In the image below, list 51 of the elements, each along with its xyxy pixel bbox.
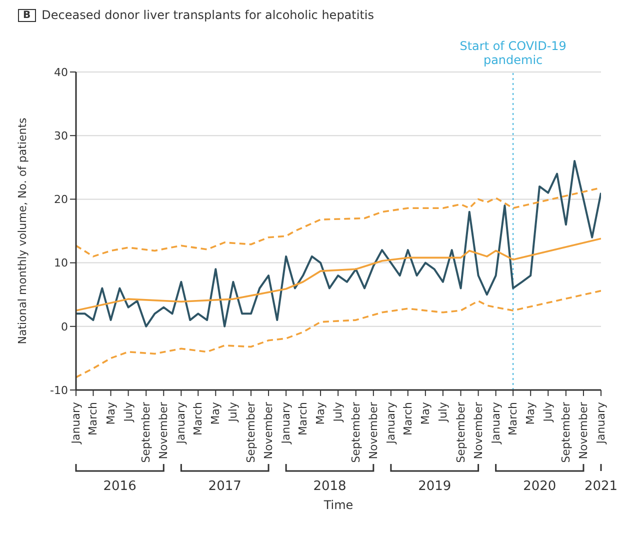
x-axis-title: Time xyxy=(322,498,354,512)
x-tick-label: July xyxy=(542,402,555,423)
x-tick-label: January xyxy=(489,402,502,445)
x-tick-label: January xyxy=(174,402,188,445)
x-tick-label: September xyxy=(454,402,468,463)
x-tick-label: May xyxy=(104,402,118,425)
y-tick-label: 40 xyxy=(54,66,68,79)
text: 2018 xyxy=(313,479,346,494)
x-tick-label: September xyxy=(559,402,572,463)
x-tick-label: March xyxy=(86,402,100,436)
ref-line-label: Start of COVID-19 pandemic xyxy=(460,39,566,67)
x-tick-label: July xyxy=(332,402,345,423)
x-tick-label: November xyxy=(157,402,170,460)
text: 2021 xyxy=(584,479,618,494)
chart-title: Deceased donor liver transplants for alcoholic hepatitis xyxy=(42,8,374,22)
y-axis-title: National monthly volume, No. of patients xyxy=(16,117,29,344)
x-tick-label: May xyxy=(209,402,222,425)
x-tick-label: May xyxy=(524,402,538,425)
line-series xyxy=(76,290,601,378)
y-tick-label: 20 xyxy=(54,193,68,206)
x-tick-label: November xyxy=(472,402,485,460)
x-tick-label: September xyxy=(140,402,153,463)
y-tick-label: -10 xyxy=(50,384,68,397)
x-tick-label: September xyxy=(244,402,258,463)
x-tick-label: January xyxy=(280,402,293,445)
x-tick-label: May xyxy=(314,402,328,425)
text: 2016 xyxy=(103,479,136,494)
x-tick-label: January xyxy=(70,402,82,445)
x-tick-label: November xyxy=(262,402,276,460)
x-tick-label: March xyxy=(296,402,310,436)
text: 2020 xyxy=(523,479,556,494)
x-tick-label: March xyxy=(401,402,414,436)
y-tick-label: 10 xyxy=(54,256,68,270)
x-tick-label: November xyxy=(366,402,380,460)
x-tick-label: March xyxy=(192,402,205,436)
x-tick-label: November xyxy=(576,402,590,460)
text: 2017 xyxy=(208,479,242,494)
y-tick-label: 0 xyxy=(61,320,68,334)
text: 2019 xyxy=(418,479,452,494)
line-series xyxy=(76,238,601,312)
x-tick-label: July xyxy=(436,402,450,423)
line-series xyxy=(76,160,601,328)
x-tick-label: July xyxy=(122,402,135,423)
x-tick-label: July xyxy=(226,402,240,423)
y-tick-label: 30 xyxy=(54,130,68,143)
x-tick-label: January xyxy=(384,402,398,445)
x-tick-label: March xyxy=(506,402,520,436)
text: B xyxy=(18,8,36,22)
x-tick-label: May xyxy=(418,402,432,425)
x-tick-label: January xyxy=(594,402,608,445)
x-tick-label: September xyxy=(349,402,362,463)
